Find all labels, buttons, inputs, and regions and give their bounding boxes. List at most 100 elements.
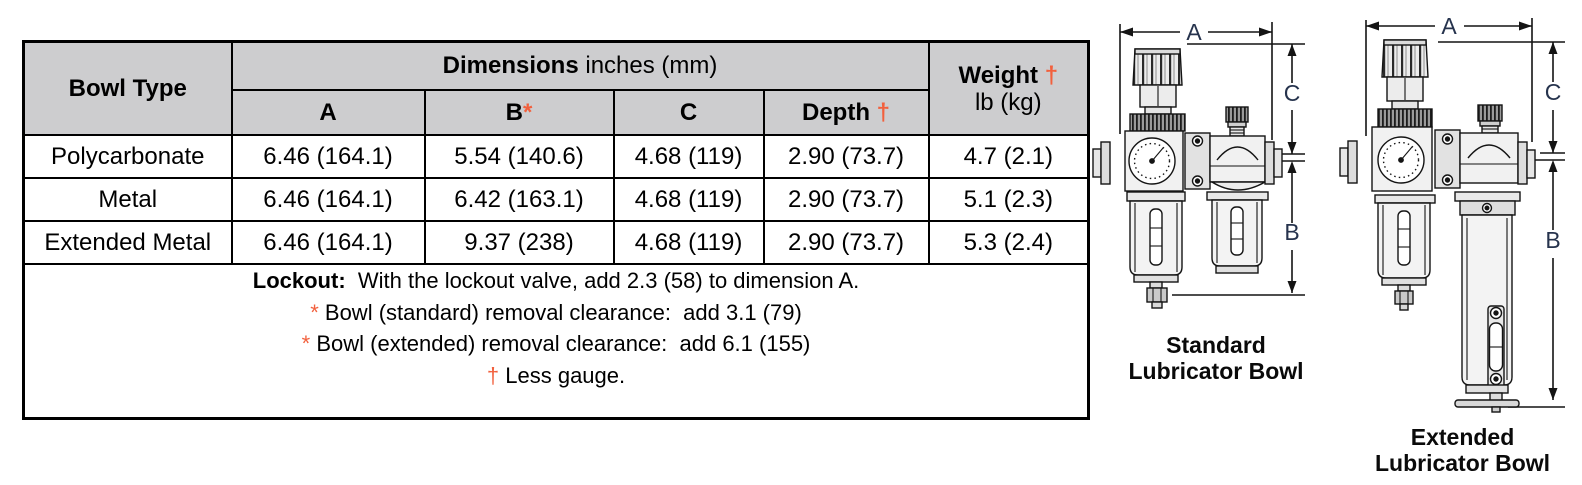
outlet-port-flange <box>1264 141 1283 185</box>
dim-a-label: A <box>1441 13 1457 39</box>
sight-dome <box>1467 144 1511 159</box>
inlet-port-flange <box>1092 141 1111 185</box>
header-dimensions-word: Dimensions <box>442 52 579 79</box>
cell-a: 6.46 (164.1) <box>230 177 426 222</box>
dim-a-label: A <box>1186 19 1202 45</box>
header-dimensions: Dimensions inches (mm) <box>230 40 930 91</box>
sight-dome <box>1216 146 1259 161</box>
pressure-gauge <box>1377 136 1425 184</box>
header-weight-word: Weight <box>958 61 1045 89</box>
drain-valve <box>1394 284 1414 311</box>
footnote-lockout-label: Lockout: <box>252 268 346 293</box>
dimension-lines: A C B <box>1119 19 1305 296</box>
frl-assembly <box>1339 39 1536 413</box>
cell-depth: 2.90 (73.7) <box>762 220 930 265</box>
cell-c: 4.68 (119) <box>612 177 765 222</box>
dim-c-label: C <box>1284 80 1301 106</box>
extended-lubricator-bowl <box>1454 191 1521 413</box>
table-row-polycarbonate: Polycarbonate 6.46 (164.1) 5.54 (140.6) … <box>22 134 1090 179</box>
cell-depth: 2.90 (73.7) <box>762 177 930 222</box>
bonnet-ribs <box>1377 108 1433 128</box>
fill-cap <box>1477 104 1503 122</box>
cell-b: 9.37 (238) <box>423 220 615 265</box>
header-col-depth-word: Depth <box>802 98 877 126</box>
header-col-c: C <box>612 89 765 136</box>
table-row-metal: Metal 6.46 (164.1) 6.42 (163.1) 4.68 (11… <box>22 177 1090 222</box>
footnote-extended-clearance-text: Bowl (extended) removal clearance: add 6… <box>310 331 811 356</box>
footnote-standard-clearance-text: Bowl (standard) removal clearance: add 3… <box>318 299 802 325</box>
connector-block <box>1434 129 1461 189</box>
lubricator-unit <box>1209 106 1283 191</box>
cell-bowl-type: Extended Metal <box>22 220 233 265</box>
cell-weight: 5.1 (2.3) <box>927 177 1090 222</box>
sight-glass <box>1487 305 1505 389</box>
filter-bowl <box>1374 194 1436 311</box>
header-weight: Weight † lb (kg) <box>927 40 1090 136</box>
header-col-b-letter: B <box>505 98 523 126</box>
footnote-lockout: Lockout: With the lockout valve, add 2.3… <box>26 266 1087 297</box>
connector-block <box>1184 132 1211 190</box>
asterisk-mark: * <box>310 299 319 325</box>
footnote-less-gauge-text: Less gauge. <box>499 362 626 388</box>
sight-strip <box>1397 210 1411 266</box>
header-col-a: A <box>230 89 426 136</box>
wing-drain <box>1454 392 1520 413</box>
header-col-b-asterisk: * <box>523 98 533 126</box>
caption-line-1: Extended <box>1410 424 1515 450</box>
dimensions-table: Bowl Type Dimensions inches (mm) Weight … <box>22 40 1091 420</box>
caption-line-2: Lubricator Bowl <box>1374 450 1551 476</box>
dim-b-label: B <box>1284 219 1299 245</box>
regulator-body <box>1092 130 1184 192</box>
regulator-knob <box>1129 48 1186 132</box>
outlet-port-flange <box>1517 141 1536 185</box>
header-col-b: B* <box>423 89 615 136</box>
bonnet-ribs <box>1129 113 1186 132</box>
header-weight-units: lb (kg) <box>974 88 1042 116</box>
cell-b: 5.54 (140.6) <box>423 134 615 179</box>
dagger-mark: † <box>486 362 500 388</box>
table-row-extended-metal: Extended Metal 6.46 (164.1) 9.37 (238) 4… <box>22 220 1090 265</box>
regulator-body <box>1339 126 1433 192</box>
cell-b: 6.42 (163.1) <box>423 177 615 222</box>
asterisk-mark: * <box>301 331 311 356</box>
standard-lubricator-diagram: A C B <box>1092 19 1305 309</box>
cell-bowl-type: Polycarbonate <box>22 134 233 179</box>
drain-valve <box>1146 281 1168 309</box>
dimension-lines: A C B <box>1365 13 1565 408</box>
cell-bowl-type: Metal <box>22 177 233 222</box>
cell-a: 6.46 (164.1) <box>230 220 426 265</box>
header-weight-dagger: † <box>1044 61 1059 89</box>
header-col-depth: Depth † <box>762 89 930 136</box>
header-bowl-type: Bowl Type <box>22 40 233 136</box>
caption-line-1: Standard <box>1166 332 1266 358</box>
cell-weight: 4.7 (2.1) <box>927 134 1090 179</box>
filter-bowl <box>1126 191 1186 309</box>
header-dimensions-units: inches (mm) <box>578 52 718 79</box>
sight-strip <box>1230 206 1244 256</box>
regulator-knob <box>1377 39 1433 128</box>
lubricator-unit <box>1459 104 1536 185</box>
footnote-lockout-text: With the lockout valve, add 2.3 (58) to … <box>345 268 860 293</box>
footnotes-box: Lockout: With the lockout valve, add 2.3… <box>22 263 1090 420</box>
standard-diagram-caption: Standard Lubricator Bowl <box>1101 332 1331 384</box>
inlet-port-flange <box>1339 140 1358 184</box>
lubricator-bowl <box>1206 191 1269 274</box>
cell-c: 4.68 (119) <box>612 220 765 265</box>
fill-cap <box>1225 106 1249 123</box>
frl-assembly <box>1092 48 1283 309</box>
caption-line-2: Lubricator Bowl <box>1128 358 1304 384</box>
extended-lubricator-diagram: A C B <box>1339 13 1565 413</box>
footnote-less-gauge: † Less gauge. <box>26 360 1087 392</box>
cell-depth: 2.90 (73.7) <box>762 134 930 179</box>
footnote-standard-clearance: * Bowl (standard) removal clearance: add… <box>26 297 1087 329</box>
header-col-depth-dagger: † <box>876 98 891 126</box>
footnote-extended-clearance: * Bowl (extended) removal clearance: add… <box>26 328 1087 360</box>
dim-c-label: C <box>1545 79 1562 105</box>
cell-c: 4.68 (119) <box>612 134 765 179</box>
pressure-gauge <box>1128 137 1176 185</box>
sight-strip <box>1149 208 1163 266</box>
extended-diagram-caption: Extended Lubricator Bowl <box>1350 424 1575 476</box>
dim-b-label: B <box>1545 227 1560 253</box>
cell-a: 6.46 (164.1) <box>230 134 426 179</box>
